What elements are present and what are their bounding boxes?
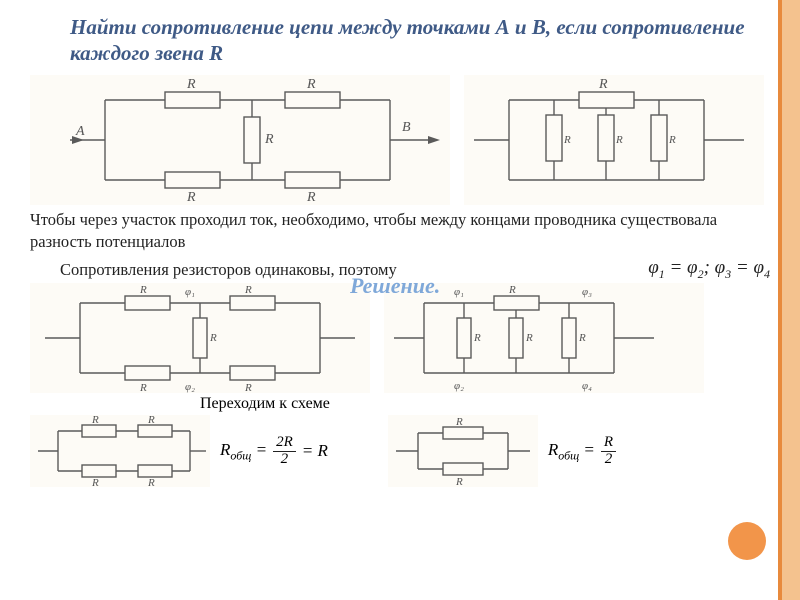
svg-text:R: R	[147, 477, 155, 487]
circuit-top-left: A B R R R R R	[30, 75, 450, 205]
label-b: B	[402, 120, 411, 135]
svg-text:R: R	[147, 415, 155, 426]
explanation-1: Чтобы через участок проходил ток, необхо…	[0, 205, 800, 256]
label-phi1: φ₁	[185, 286, 195, 298]
explanation-2: Сопротивления резисторов одинаковы, поэт…	[30, 255, 612, 283]
svg-text:R: R	[668, 134, 676, 146]
circuit-top-right: R R R R	[464, 75, 764, 205]
solution-heading: Решение.	[350, 273, 440, 299]
transition-text: Переходим к схеме	[0, 393, 800, 415]
svg-text:R: R	[209, 332, 217, 344]
nav-dot-icon	[728, 522, 766, 560]
slide-title: Найти сопротивление цепи между точками А…	[0, 0, 800, 75]
circuit-bottom-right: R R	[388, 415, 538, 487]
svg-text:R: R	[525, 332, 533, 344]
svg-text:φ₂: φ₂	[454, 380, 464, 392]
label-a: A	[75, 124, 85, 139]
svg-text:R: R	[139, 382, 147, 393]
label-phi2: φ₂	[185, 381, 195, 393]
slide-border-right	[782, 0, 800, 600]
svg-text:R: R	[563, 134, 571, 146]
bottom-row: R R R R Rобщ = 2R2 = R R R Rобщ = R2	[0, 415, 800, 487]
svg-text:R: R	[186, 190, 196, 205]
svg-text:R: R	[264, 132, 274, 147]
circuit-mid-right: R R R R φ₁ φ₂ φ₃ φ₄	[384, 283, 704, 393]
svg-text:R: R	[615, 134, 623, 146]
phi-equality-formula: φ1 = φ2; φ3 = φ4	[618, 257, 770, 282]
svg-text:R: R	[244, 382, 252, 393]
circuit-bottom-left: R R R R	[30, 415, 210, 487]
svg-text:R: R	[473, 332, 481, 344]
svg-text:R: R	[455, 416, 463, 428]
svg-text:R: R	[455, 476, 463, 487]
svg-text:R: R	[578, 332, 586, 344]
svg-text:R: R	[139, 284, 147, 296]
svg-text:R: R	[186, 77, 196, 92]
svg-text:R: R	[244, 284, 252, 296]
formula-left: Rобщ = 2R2 = R	[220, 435, 328, 468]
top-circuit-row: A B R R R R R	[30, 75, 770, 205]
svg-text:R: R	[306, 190, 316, 205]
svg-text:R: R	[508, 284, 516, 296]
svg-text:φ₃: φ₃	[582, 286, 592, 298]
mid-circuit-row: R R R R R φ₁ φ₂	[30, 283, 770, 393]
svg-text:R: R	[91, 477, 99, 487]
svg-text:R: R	[598, 77, 608, 92]
svg-text:R: R	[306, 77, 316, 92]
formula-right: Rобщ = R2	[548, 435, 616, 468]
svg-text:φ₁: φ₁	[454, 286, 464, 298]
slide-border-accent	[778, 0, 782, 600]
svg-text:φ₄: φ₄	[582, 380, 592, 392]
circuit-mid-left: R R R R R φ₁ φ₂	[30, 283, 370, 393]
svg-text:R: R	[91, 415, 99, 426]
